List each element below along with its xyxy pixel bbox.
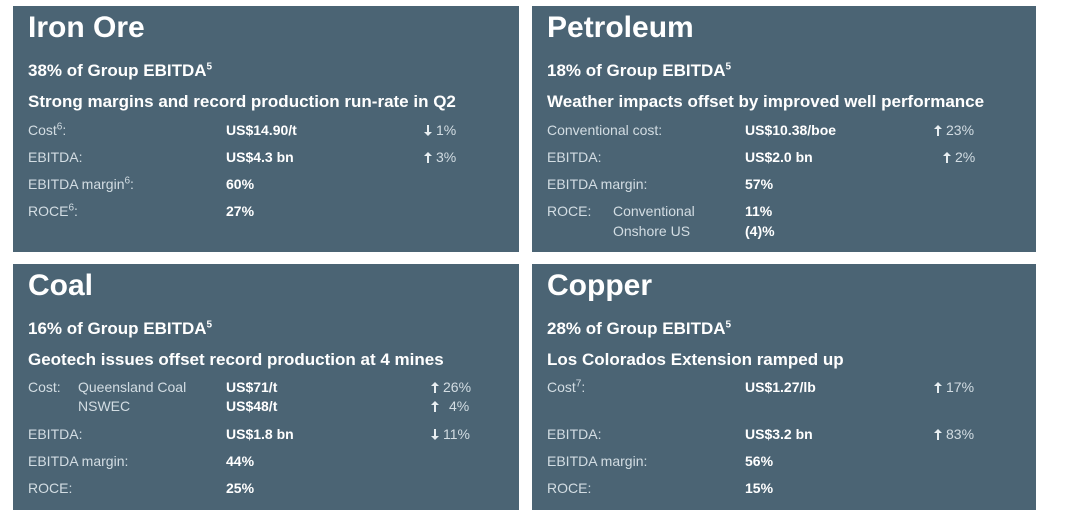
cost-value: US$14.90/t xyxy=(226,122,297,138)
arrow-up-icon xyxy=(943,151,951,165)
group-ebitda-share: 28% of Group EBITDA5 xyxy=(547,319,731,339)
ebitda-change: 11% xyxy=(431,426,470,442)
share-text: 28% of Group EBITDA xyxy=(547,319,726,338)
panel-title: Iron Ore xyxy=(28,11,145,44)
ebitda-value: US$3.2 bn xyxy=(745,426,813,442)
cost-value: US$1.27/lb xyxy=(745,379,816,395)
ebitda-change: 2% xyxy=(943,149,975,165)
ebitda-margin-label: EBITDA margin: xyxy=(547,176,648,192)
copper-panel: Copper 28% of Group EBITDA5 Los Colorado… xyxy=(532,264,1036,510)
ebitda-label: EBITDA: xyxy=(547,149,602,165)
arrow-up-icon xyxy=(424,151,432,165)
panel-title: Coal xyxy=(28,269,94,302)
petroleum-panel: Petroleum 18% of Group EBITDA5 Weather i… xyxy=(532,6,1036,252)
panel-headline: Strong margins and record production run… xyxy=(28,92,456,111)
group-ebitda-share: 38% of Group EBITDA5 xyxy=(28,61,212,81)
ebitda-value: US$1.8 bn xyxy=(226,426,294,442)
cost-change: 1% xyxy=(424,122,456,138)
roce-value: 15% xyxy=(745,480,774,496)
ebitda-change: 83% xyxy=(934,426,974,442)
cost-queensland-value: US$71/t xyxy=(226,379,278,395)
arrow-up-icon xyxy=(934,428,942,442)
roce-label: ROCE: xyxy=(547,203,592,219)
roce-conventional-value: 11% xyxy=(745,203,773,219)
roce-onshore-value: (4)% xyxy=(745,223,775,239)
ebitda-margin-value: 60% xyxy=(226,176,255,192)
ebitda-value: US$4.3 bn xyxy=(226,149,294,165)
arrow-up-icon xyxy=(934,124,942,138)
cost-label: Cost: xyxy=(28,379,61,395)
cost-nswec-value: US$48/t xyxy=(226,398,278,414)
iron-ore-panel: Iron Ore 38% of Group EBITDA5 Strong mar… xyxy=(13,6,519,252)
cost-label: Conventional cost: xyxy=(547,122,663,138)
roce-label: ROCE: xyxy=(547,480,592,496)
coal-panel: Coal 16% of Group EBITDA5 Geotech issues… xyxy=(13,264,519,510)
footnote-ref: 5 xyxy=(206,319,213,331)
ebitda-change: 3% xyxy=(424,149,456,165)
footnote-ref: 5 xyxy=(206,61,213,73)
ebitda-label: EBITDA: xyxy=(547,426,602,442)
arrow-up-icon xyxy=(431,381,439,395)
roce-onshore-label: Onshore US xyxy=(613,223,691,239)
ebitda-margin-value: 44% xyxy=(226,453,255,469)
share-text: 18% of Group EBITDA xyxy=(547,61,726,80)
cost-queensland-change: 26% xyxy=(431,379,471,395)
arrow-up-icon xyxy=(934,381,942,395)
footnote-ref: 5 xyxy=(725,319,732,331)
cost-queensland-label: Queensland Coal xyxy=(78,379,187,395)
arrow-down-icon xyxy=(424,124,432,138)
ebitda-margin-label: EBITDA margin: xyxy=(28,453,129,469)
roce-value: 25% xyxy=(226,480,255,496)
ebitda-margin-label: EBITDA margin6: xyxy=(28,175,134,192)
arrow-down-icon xyxy=(431,428,439,442)
arrow-up-icon xyxy=(431,400,439,414)
ebitda-margin-value: 56% xyxy=(745,453,774,469)
cost-change: 23% xyxy=(934,122,974,138)
roce-label: ROCE: xyxy=(28,480,73,496)
ebitda-value: US$2.0 bn xyxy=(745,149,813,165)
group-ebitda-share: 16% of Group EBITDA5 xyxy=(28,319,212,339)
ebitda-margin-value: 57% xyxy=(745,176,774,192)
cost-value: US$10.38/boe xyxy=(745,122,837,138)
share-text: 38% of Group EBITDA xyxy=(28,61,207,80)
roce-conventional-label: Conventional xyxy=(613,203,695,219)
roce-value: 27% xyxy=(226,203,255,219)
ebitda-margin-label: EBITDA margin: xyxy=(547,453,648,469)
panel-headline: Geotech issues offset record production … xyxy=(28,350,444,369)
ebitda-label: EBITDA: xyxy=(28,149,83,165)
panel-title: Petroleum xyxy=(547,11,694,44)
cost-change: 17% xyxy=(934,379,974,395)
ebitda-label: EBITDA: xyxy=(28,426,83,442)
roce-label: ROCE6: xyxy=(28,202,78,219)
group-ebitda-share: 18% of Group EBITDA5 xyxy=(547,61,731,81)
share-text: 16% of Group EBITDA xyxy=(28,319,207,338)
footnote-ref: 5 xyxy=(725,61,732,73)
panel-title: Copper xyxy=(547,269,652,302)
cost-label: Cost6: xyxy=(28,121,67,138)
cost-nswec-label: NSWEC xyxy=(78,398,131,414)
panel-headline: Los Colorados Extension ramped up xyxy=(547,350,844,369)
panel-headline: Weather impacts offset by improved well … xyxy=(547,92,985,111)
cost-label: Cost7: xyxy=(547,378,586,395)
cost-nswec-change: 4% xyxy=(431,398,469,414)
